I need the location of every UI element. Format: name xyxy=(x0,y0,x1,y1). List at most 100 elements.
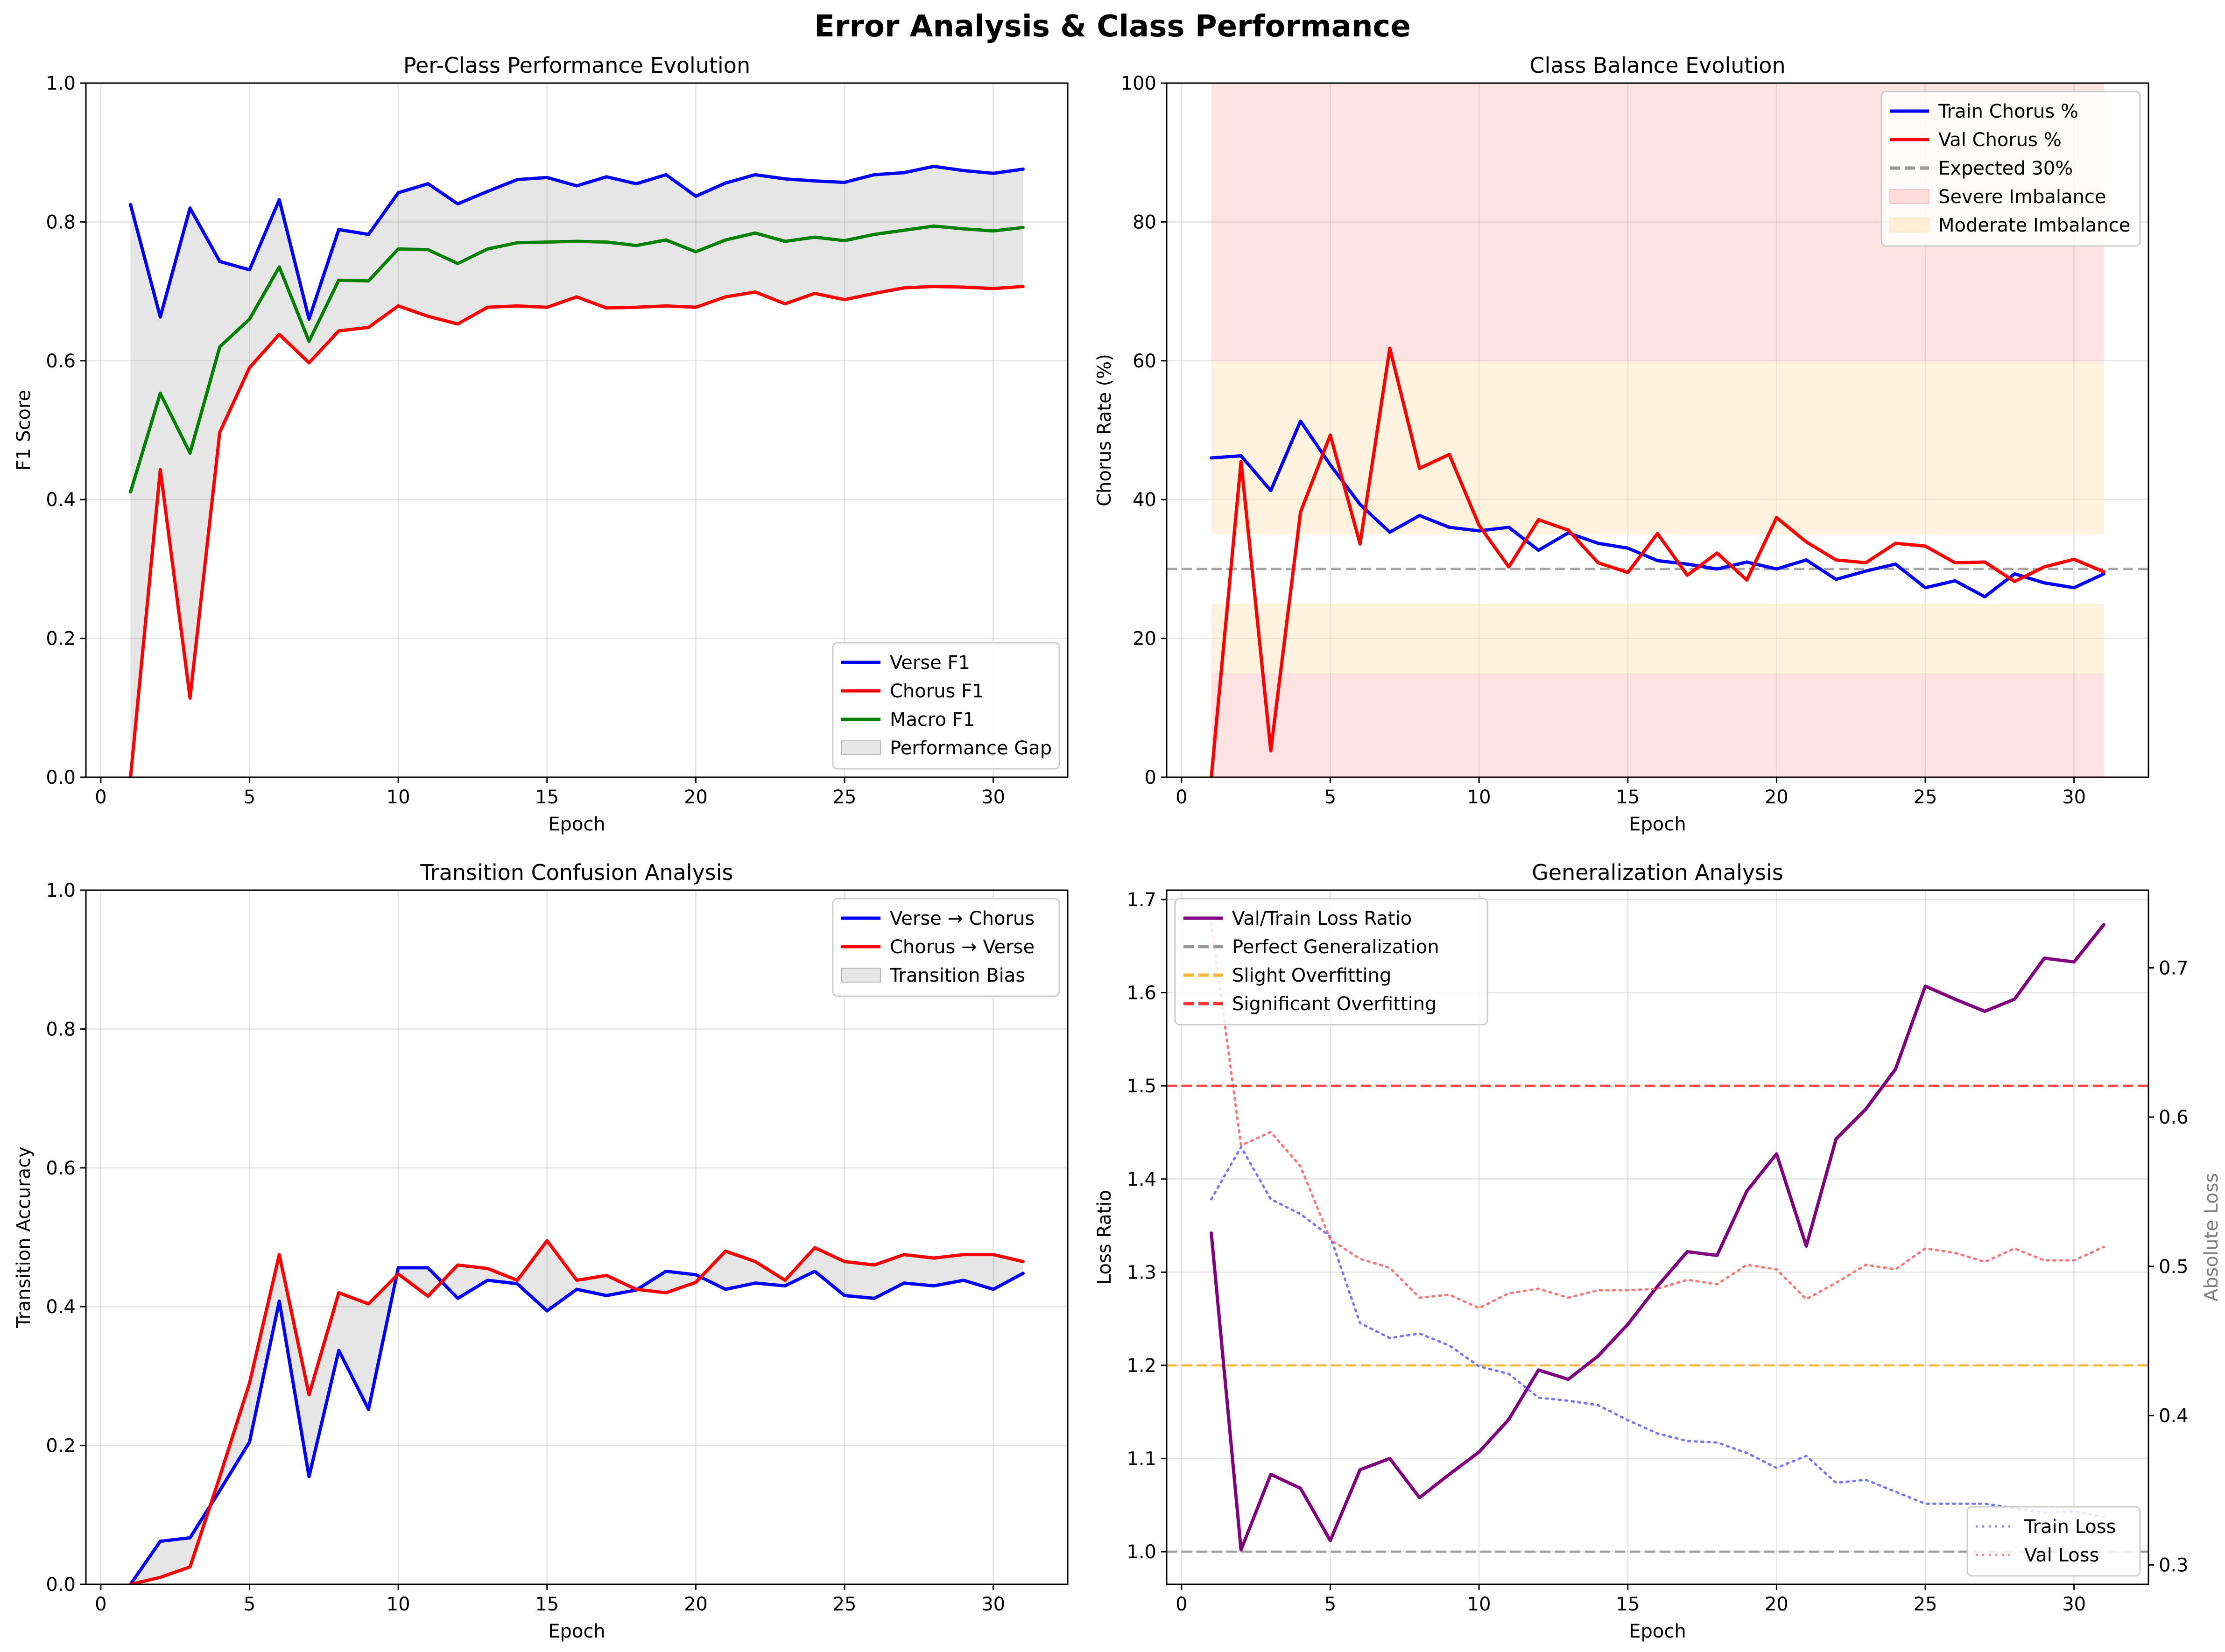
legend-label: Val Loss xyxy=(2024,1545,2099,1566)
chart-title: Generalization Analysis xyxy=(1532,860,1783,885)
y-tick-label: 1.5 xyxy=(1127,1076,1156,1097)
axes-frame xyxy=(85,889,1069,1585)
legend: Train Loss Val Loss xyxy=(1966,1506,2141,1577)
x-tick-label: 0 xyxy=(1176,787,1187,808)
x-axis-label: Epoch xyxy=(548,1621,605,1642)
legend-label: Transition Bias xyxy=(889,965,1025,986)
y-tick-label: 60 xyxy=(1133,351,1156,372)
legend: Val/Train Loss Ratio Perfect Generalizati… xyxy=(1174,898,1488,1026)
x-tick-label: 25 xyxy=(1914,787,1937,808)
y2-tick-label: 0.7 xyxy=(2159,957,2189,979)
x-tick-label: 25 xyxy=(833,1594,857,1615)
y-tick-label: 0.8 xyxy=(46,1019,76,1040)
chart-balance: 0 5 10 15 20 25 30 0 20 40 60 80 100 Class Balance Ev… xyxy=(1094,53,2149,835)
y-axis-label: Transition Accuracy xyxy=(13,1146,35,1329)
x-tick-label: 5 xyxy=(244,1594,255,1615)
legend: Verse F1 Chorus F1 Macro F1 Performance Gap xyxy=(832,642,1060,770)
y-tick-label: 1.0 xyxy=(46,73,76,94)
y-tick-label: 0.0 xyxy=(46,1574,76,1596)
y-tick-label: 20 xyxy=(1133,628,1156,650)
legend-label: Train Loss xyxy=(2024,1516,2116,1538)
fill-performance-gap xyxy=(130,166,1023,777)
axes-frame xyxy=(1166,889,2149,1585)
legend-label: Slight Overfitting xyxy=(1232,965,1391,986)
chart-title: Per-Class Performance Evolution xyxy=(403,53,750,78)
x-tick-label: 15 xyxy=(1616,787,1640,808)
legend-frame xyxy=(832,642,1060,770)
legend-frame xyxy=(1174,898,1488,1026)
x-tick-label: 5 xyxy=(1324,787,1336,808)
legend-swatch xyxy=(841,968,881,983)
y-axis-label: Loss Ratio xyxy=(1094,1190,1115,1285)
legend-label: Expected 30% xyxy=(1938,158,2073,179)
legend-label: Verse → Chorus xyxy=(890,908,1035,929)
legend: Verse → Chorus Chorus → Verse Transition B… xyxy=(832,898,1060,997)
plot-area xyxy=(86,890,1068,1584)
y-tick-label: 0.6 xyxy=(46,1158,76,1179)
legend-label: Verse F1 xyxy=(890,652,970,674)
x-tick-label: 0 xyxy=(95,787,106,808)
y2-tick-label: 0.4 xyxy=(2159,1406,2189,1427)
plot-area xyxy=(86,83,1068,777)
x-tick-label: 10 xyxy=(387,1594,410,1615)
y2-tick-label: 0.3 xyxy=(2159,1554,2189,1576)
x-tick-label: 0 xyxy=(1176,1594,1187,1615)
x-axis-label: Epoch xyxy=(1629,814,1686,835)
y-tick-label: 1.0 xyxy=(1127,1541,1156,1563)
y-tick-label: 1.0 xyxy=(46,880,76,901)
y-tick-label: 0.8 xyxy=(46,211,76,233)
y2-tick-label: 0.5 xyxy=(2159,1256,2189,1278)
series-line-train-chorus- xyxy=(1210,419,2105,598)
y-tick-label: 1.3 xyxy=(1127,1262,1156,1283)
series-line-chorus-verse xyxy=(129,1239,1025,1584)
x-tick-label: 30 xyxy=(981,1594,1005,1615)
chart-f1: 0 5 10 15 20 25 30 0.0 0.2 0.4 0.6 0.8 1.0 Per-Class … xyxy=(13,53,1069,835)
y-tick-label: 0 xyxy=(1145,767,1156,788)
y-tick-label: 1.7 xyxy=(1127,889,1156,911)
series-line-val-loss xyxy=(1210,921,2105,1309)
x-tick-label: 30 xyxy=(981,787,1005,808)
chart-generalization: 0 5 10 15 20 25 30 1.0 1.1 1.2 1.3 1.4 1.5 1.6 1.7 0.3 0… xyxy=(1094,860,2222,1642)
series-line-train-loss xyxy=(1210,1146,2105,1518)
band-moderate-imbalance xyxy=(1211,360,2104,534)
legend-label: Performance Gap xyxy=(890,738,1052,759)
chart-transition: 0 5 10 15 20 25 30 0.0 0.2 0.4 0.6 0.8 1.0 Transition… xyxy=(13,860,1069,1642)
legend-label: Train Chorus % xyxy=(1938,101,2078,122)
fill-transition-bias xyxy=(130,1240,1023,1584)
x-tick-label: 15 xyxy=(535,1594,559,1615)
y-tick-label: 1.1 xyxy=(1127,1448,1156,1470)
plot-area xyxy=(1167,890,2148,1584)
legend-frame xyxy=(832,898,1060,997)
series-line-val-train-loss-ratio xyxy=(1210,923,2105,1552)
x-tick-label: 10 xyxy=(1467,787,1491,808)
y2-tick-label: 0.6 xyxy=(2159,1107,2189,1128)
legend-frame xyxy=(1966,1506,2141,1577)
legend-swatch xyxy=(841,740,881,755)
y-tick-label: 1.2 xyxy=(1127,1355,1156,1377)
legend-label: Moderate Imbalance xyxy=(1938,215,2130,236)
band-moderate-imbalance xyxy=(1211,604,2104,673)
x-axis-label: Epoch xyxy=(1629,1621,1686,1642)
x-tick-label: 20 xyxy=(684,787,708,808)
axes-frame xyxy=(1166,82,2149,778)
x-tick-label: 15 xyxy=(1616,1594,1640,1615)
x-tick-label: 5 xyxy=(1324,1594,1336,1615)
legend: Train Chorus % Val Chorus % Expected 30% Se… xyxy=(1880,91,2141,247)
legend-swatch xyxy=(1889,189,1929,204)
legend-label: Chorus → Verse xyxy=(890,936,1035,958)
series-line-verse-chorus xyxy=(129,1266,1025,1584)
band-severe-imbalance xyxy=(1211,673,2104,777)
y-tick-label: 1.4 xyxy=(1127,1169,1156,1190)
legend-frame xyxy=(1880,91,2141,247)
legend-label: Chorus F1 xyxy=(890,681,984,702)
y-tick-label: 0.6 xyxy=(46,351,76,372)
legend-label: Val Chorus % xyxy=(1938,129,2062,151)
y-tick-label: 0.4 xyxy=(46,1296,76,1318)
legend-swatch xyxy=(1889,218,1929,232)
x-tick-label: 5 xyxy=(244,787,255,808)
y-axis-label: F1 Score xyxy=(13,390,35,471)
axes-frame xyxy=(85,82,1069,778)
legend-label: Perfect Generalization xyxy=(1232,936,1439,958)
